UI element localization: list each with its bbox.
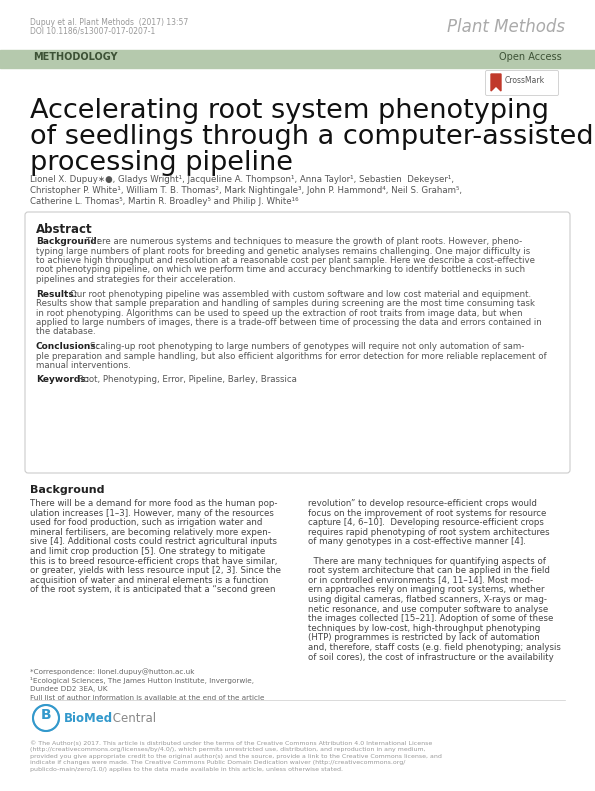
Text: the database.: the database. xyxy=(36,327,96,336)
Text: ulation increases [1–3]. However, many of the resources: ulation increases [1–3]. However, many o… xyxy=(30,509,274,517)
Text: Our root phenotyping pipeline was assembled with custom software and low cost ma: Our root phenotyping pipeline was assemb… xyxy=(70,290,531,298)
Text: Open Access: Open Access xyxy=(499,52,562,62)
Text: of soil cores), the cost of infrastructure or the availability: of soil cores), the cost of infrastructu… xyxy=(308,653,554,661)
Text: root system architecture that can be applied in the field: root system architecture that can be app… xyxy=(308,566,550,575)
Text: © The Author(s) 2017. This article is distributed under the terms of the Creativ: © The Author(s) 2017. This article is di… xyxy=(30,740,442,772)
Text: Accelerating root system phenotyping: Accelerating root system phenotyping xyxy=(30,98,549,124)
Text: Background: Background xyxy=(30,485,105,495)
Text: Lionel X. Dupuy∗●, Gladys Wright¹, Jacqueline A. Thompson¹, Anna Taylor¹, Sebast: Lionel X. Dupuy∗●, Gladys Wright¹, Jacqu… xyxy=(30,175,454,184)
Text: of seedlings through a computer-assisted: of seedlings through a computer-assisted xyxy=(30,124,594,150)
Text: applied to large numbers of images, there is a trade-off between time of process: applied to large numbers of images, ther… xyxy=(36,318,542,327)
Text: processing pipeline: processing pipeline xyxy=(30,150,293,176)
Text: this is to breed resource-efficient crops that have similar,: this is to breed resource-efficient crop… xyxy=(30,557,277,566)
Text: or greater, yields with less resource input [2, 3]. Since the: or greater, yields with less resource in… xyxy=(30,566,281,575)
Text: Background:: Background: xyxy=(36,237,101,246)
Text: Results show that sample preparation and handling of samples during screening ar: Results show that sample preparation and… xyxy=(36,299,535,308)
Bar xyxy=(0,50,595,68)
FancyBboxPatch shape xyxy=(486,70,559,96)
Text: ¹Ecological Sciences, The James Hutton Institute, Invergorwie,: ¹Ecological Sciences, The James Hutton I… xyxy=(30,677,254,684)
Text: in root phenotyping. Algorithms can be used to speed up the extraction of root t: in root phenotyping. Algorithms can be u… xyxy=(36,308,522,317)
Text: ple preparation and sample handling, but also efficient algorithms for error det: ple preparation and sample handling, but… xyxy=(36,351,547,361)
Text: Central: Central xyxy=(109,712,156,725)
Text: Catherine L. Thomas⁵, Martin R. Broadley⁵ and Philip J. White¹⁶: Catherine L. Thomas⁵, Martin R. Broadley… xyxy=(30,197,299,206)
Text: There are numerous systems and techniques to measure the growth of plant roots. : There are numerous systems and technique… xyxy=(86,237,522,246)
Text: Conclusions:: Conclusions: xyxy=(36,342,101,351)
Text: METHODOLOGY: METHODOLOGY xyxy=(33,52,117,62)
Text: capture [4, 6–10].  Developing resource-efficient crops: capture [4, 6–10]. Developing resource-e… xyxy=(308,518,544,527)
Text: mineral fertilisers, are becoming relatively more expen-: mineral fertilisers, are becoming relati… xyxy=(30,528,271,537)
Text: typing large numbers of plant roots for breeding and genetic analyses remains ch: typing large numbers of plant roots for … xyxy=(36,247,530,255)
Text: Scaling-up root phenotyping to large numbers of genotypes will require not only : Scaling-up root phenotyping to large num… xyxy=(90,342,524,351)
Text: used for food production, such as irrigation water and: used for food production, such as irriga… xyxy=(30,518,262,527)
Text: *Correspondence: lionel.dupuy@hutton.ac.uk: *Correspondence: lionel.dupuy@hutton.ac.… xyxy=(30,668,195,675)
Text: BioMed: BioMed xyxy=(64,712,113,725)
Text: sive [4]. Additional costs could restrict agricultural inputs: sive [4]. Additional costs could restric… xyxy=(30,537,277,547)
Text: acquisition of water and mineral elements is a function: acquisition of water and mineral element… xyxy=(30,576,268,585)
Text: Plant Methods: Plant Methods xyxy=(447,18,565,36)
Text: DOI 10.1186/s13007-017-0207-1: DOI 10.1186/s13007-017-0207-1 xyxy=(30,26,155,35)
Text: using digital cameras, flatbed scanners, X-rays or mag-: using digital cameras, flatbed scanners,… xyxy=(308,595,547,604)
Text: techniques by low-cost, high-throughput phenotyping: techniques by low-cost, high-throughput … xyxy=(308,624,540,633)
Text: manual interventions.: manual interventions. xyxy=(36,361,131,370)
Polygon shape xyxy=(491,74,501,91)
Text: Root, Phenotyping, Error, Pipeline, Barley, Brassica: Root, Phenotyping, Error, Pipeline, Barl… xyxy=(78,376,297,384)
Text: Abstract: Abstract xyxy=(36,223,93,236)
Text: CrossMark: CrossMark xyxy=(505,76,545,85)
Text: requires rapid phenotyping of root system architectures: requires rapid phenotyping of root syste… xyxy=(308,528,550,537)
FancyBboxPatch shape xyxy=(25,212,570,473)
Text: Results:: Results: xyxy=(36,290,77,298)
Text: Full list of author information is available at the end of the article: Full list of author information is avail… xyxy=(30,695,265,701)
Text: pipelines and strategies for their acceleration.: pipelines and strategies for their accel… xyxy=(36,275,236,284)
Text: netic resonance, and use computer software to analyse: netic resonance, and use computer softwa… xyxy=(308,604,548,614)
Text: of the root system, it is anticipated that a “second green: of the root system, it is anticipated th… xyxy=(30,585,275,594)
Text: revolution” to develop resource-efficient crops would: revolution” to develop resource-efficien… xyxy=(308,499,537,508)
Text: or in controlled environments [4, 11–14]. Most mod-: or in controlled environments [4, 11–14]… xyxy=(308,576,533,585)
Text: B: B xyxy=(40,708,51,722)
Text: ern approaches rely on imaging root systems, whether: ern approaches rely on imaging root syst… xyxy=(308,585,544,594)
Circle shape xyxy=(33,705,59,731)
Text: to achieve high throughput and resolution at a reasonable cost per plant sample.: to achieve high throughput and resolutio… xyxy=(36,256,535,265)
Text: Christopher P. White¹, William T. B. Thomas², Mark Nightingale³, John P. Hammond: Christopher P. White¹, William T. B. Tho… xyxy=(30,186,462,195)
Text: focus on the improvement of root systems for resource: focus on the improvement of root systems… xyxy=(308,509,546,517)
Text: Keywords:: Keywords: xyxy=(36,376,89,384)
Text: of many genotypes in a cost-effective manner [4].: of many genotypes in a cost-effective ma… xyxy=(308,537,526,547)
Text: Dundee DD2 3EA, UK: Dundee DD2 3EA, UK xyxy=(30,686,108,692)
Text: the images collected [15–21]. Adoption of some of these: the images collected [15–21]. Adoption o… xyxy=(308,614,553,623)
Text: (HTP) programmes is restricted by lack of automation: (HTP) programmes is restricted by lack o… xyxy=(308,634,540,642)
Text: Dupuy et al. Plant Methods  (2017) 13:57: Dupuy et al. Plant Methods (2017) 13:57 xyxy=(30,18,188,27)
Text: and, therefore, staff costs (e.g. field phenotyping; analysis: and, therefore, staff costs (e.g. field … xyxy=(308,643,561,652)
Text: and limit crop production [5]. One strategy to mitigate: and limit crop production [5]. One strat… xyxy=(30,547,265,556)
Text: root phenotyping pipeline, on which we perform time and accuracy benchmarking to: root phenotyping pipeline, on which we p… xyxy=(36,266,525,274)
Text: There will be a demand for more food as the human pop-: There will be a demand for more food as … xyxy=(30,499,277,508)
Text: There are many techniques for quantifying aspects of: There are many techniques for quantifyin… xyxy=(308,557,546,566)
